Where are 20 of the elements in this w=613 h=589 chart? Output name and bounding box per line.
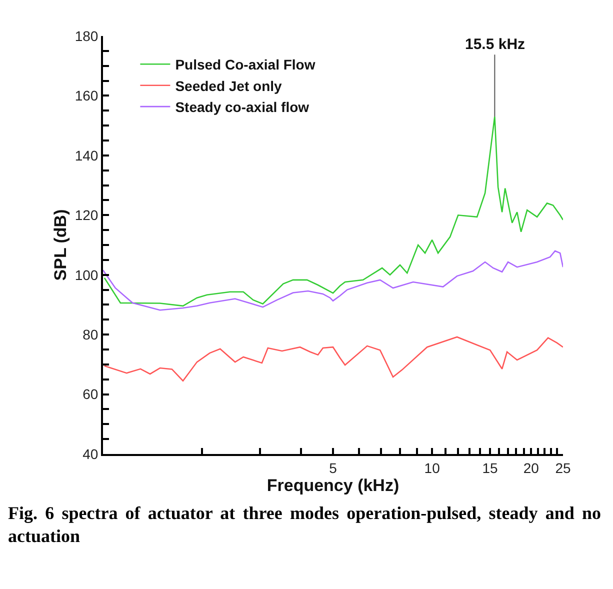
y-tick-label: 60 [82, 386, 98, 402]
x-axis-title: Frequency (kHz) [266, 476, 400, 495]
x-tick-label: 20 [523, 460, 540, 476]
y-tick-label: 180 [74, 28, 98, 44]
x-tick-label: 25 [555, 460, 571, 476]
annotation: 15.5 kHz [465, 36, 526, 53]
legend-label: Seeded Jet only [175, 78, 282, 94]
caption: Fig. 6 spectra of actuator at three modes operation-pulsed, steady and no actuation [8, 502, 601, 547]
y-tick-label: 140 [74, 147, 98, 164]
x-tick-label: 10 [424, 460, 440, 476]
y-tick-label: 40 [82, 446, 98, 462]
legend-label: Pulsed Co-axial Flow [175, 56, 316, 73]
y-axis-title: SPL (dB) [50, 209, 70, 281]
y-tick-label: 80 [82, 326, 98, 342]
y-tick-label: 160 [74, 88, 98, 104]
y-tick-label: 120 [74, 207, 98, 224]
x-tick-label: 5 [329, 460, 338, 476]
y-tick-label: 100 [74, 266, 98, 283]
x-tick-label: 15 [482, 460, 498, 476]
legend-label: Steady co-axial flow [175, 99, 310, 115]
